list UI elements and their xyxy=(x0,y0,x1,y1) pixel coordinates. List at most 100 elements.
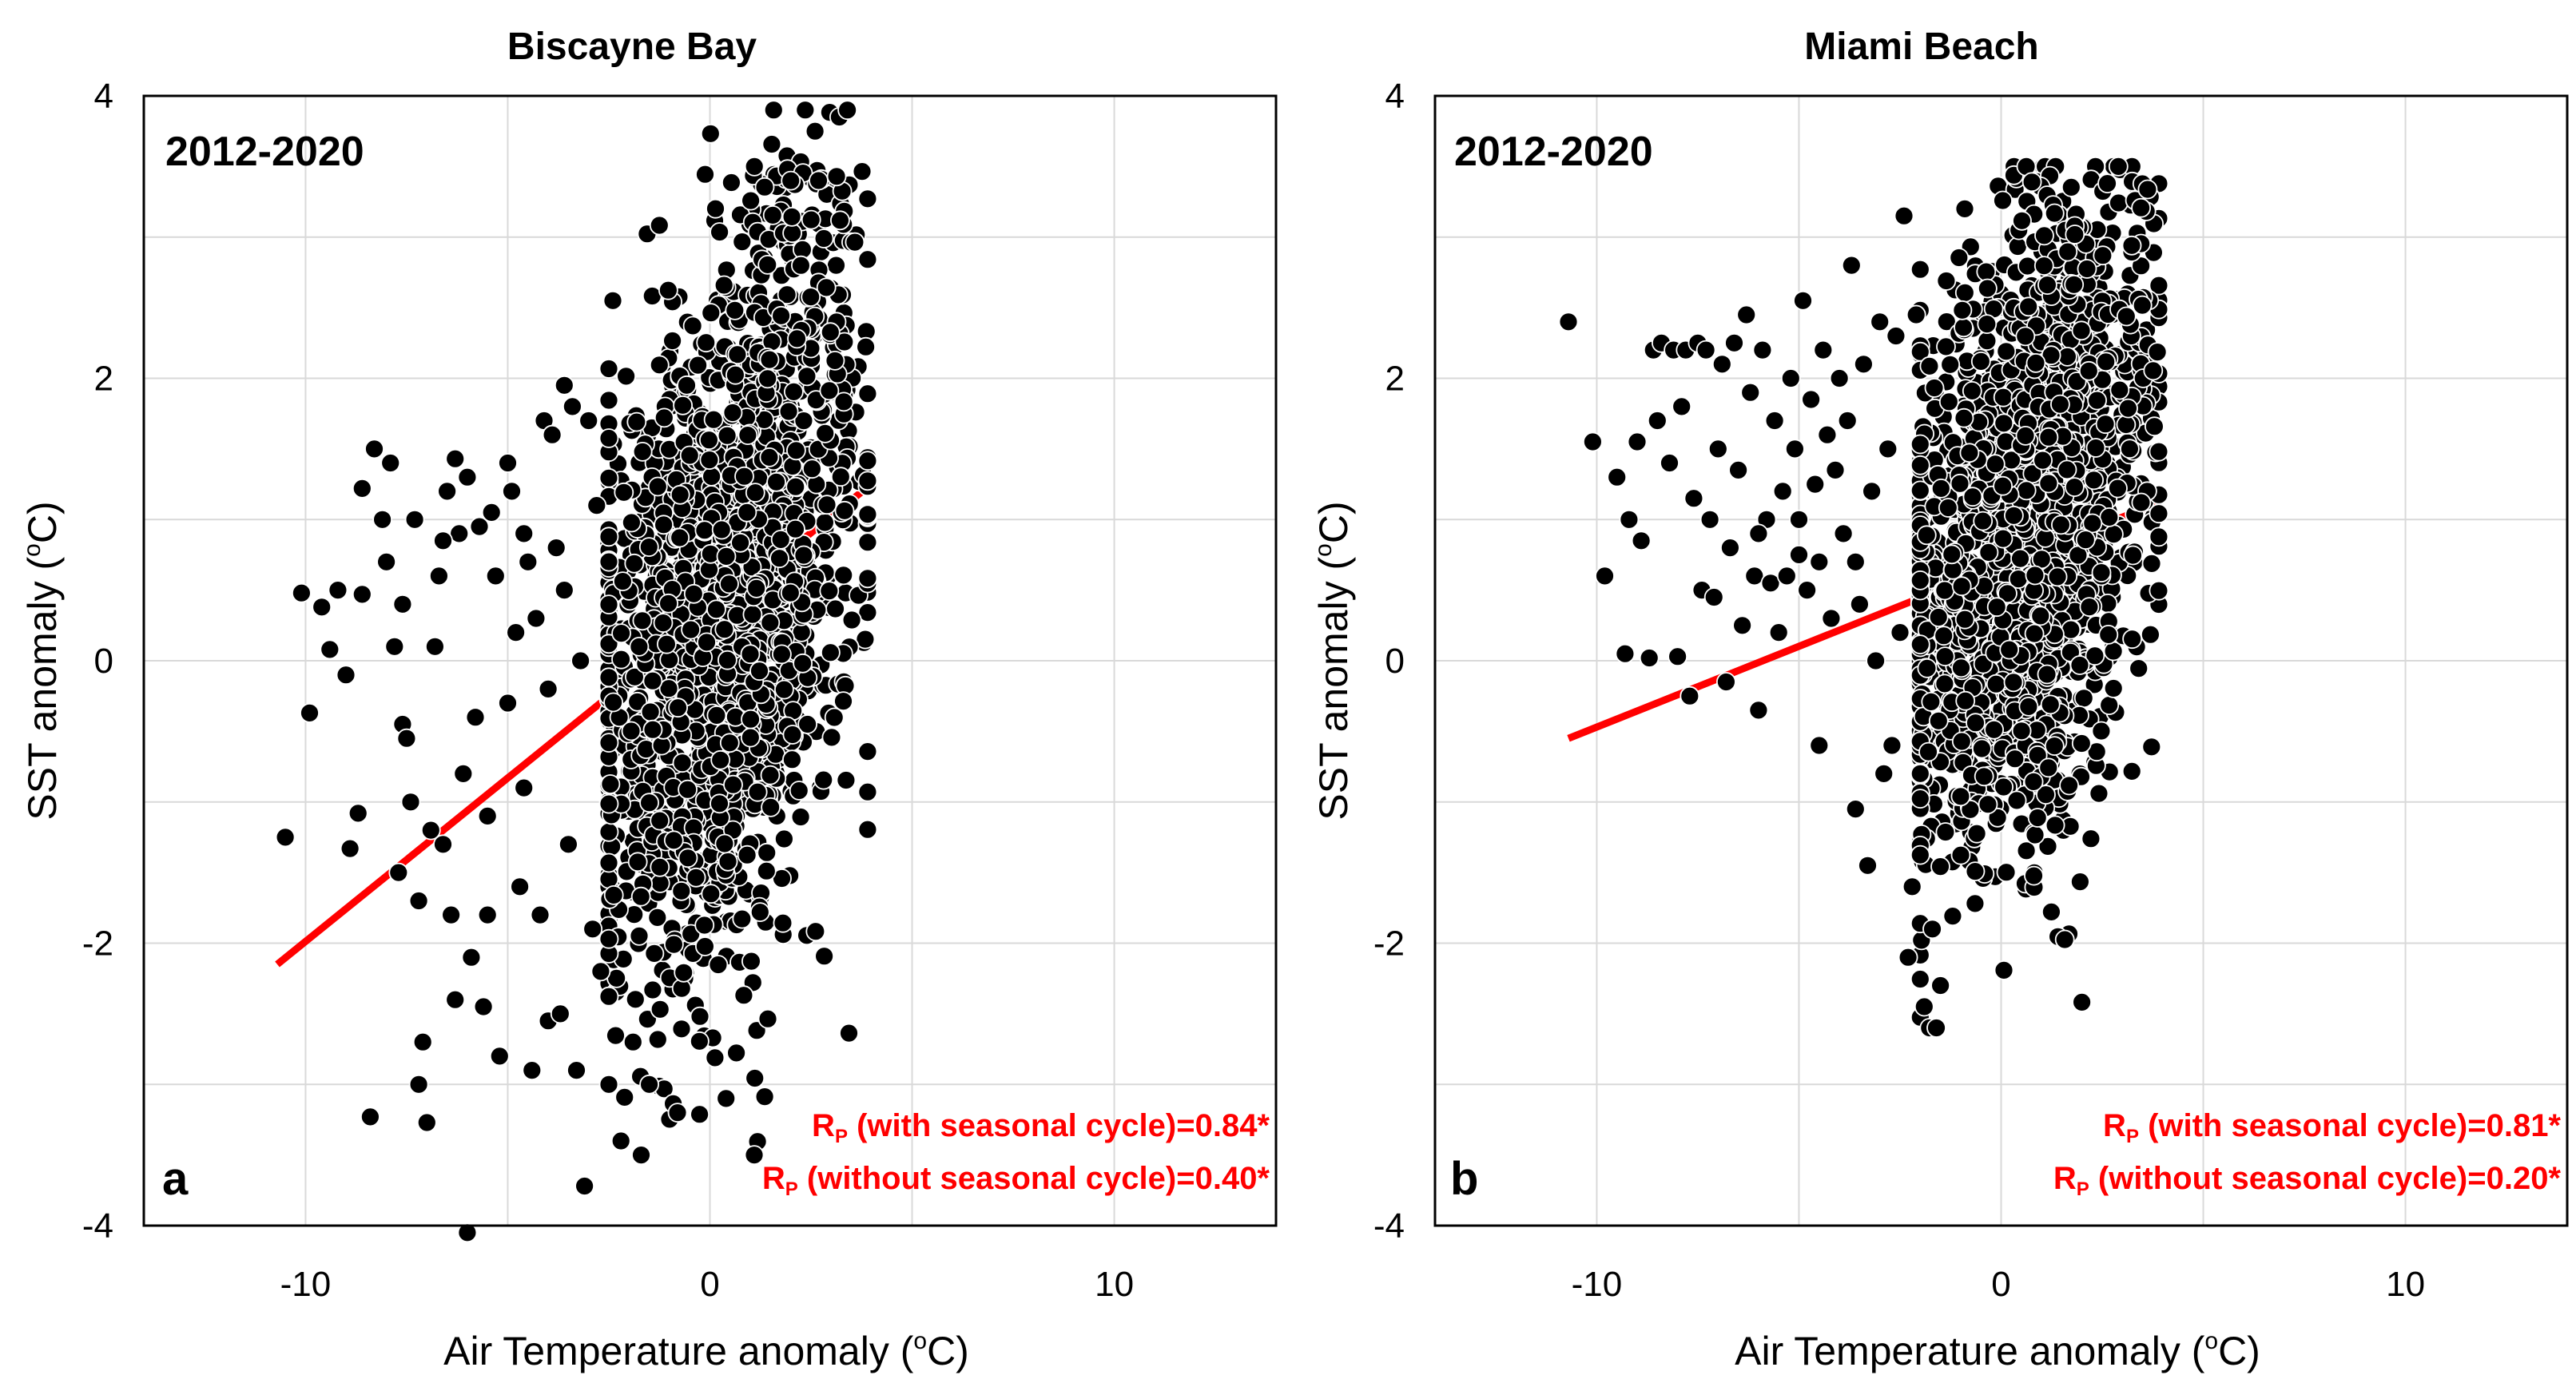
panel-a-point xyxy=(590,961,611,982)
panel-b-point xyxy=(1936,336,1956,357)
panel-b-point xyxy=(1950,845,1971,865)
panel-b-point xyxy=(1910,480,1930,501)
panel-a-point xyxy=(793,653,813,674)
panel-a-point xyxy=(663,830,684,851)
panel-a-title: Biscayne Bay xyxy=(507,26,757,68)
panel-a-point xyxy=(857,451,878,471)
panel-b-y-tick-label: -4 xyxy=(1373,1206,1405,1246)
panel-a-point xyxy=(570,650,590,671)
panel-b-point xyxy=(1970,351,1991,372)
panel-a-y-tick-label: 4 xyxy=(94,77,113,116)
panel-a-point xyxy=(857,532,878,553)
panel-a-point xyxy=(805,921,826,942)
panel-b-point xyxy=(2064,477,2085,497)
panel-a-point xyxy=(726,1043,746,1063)
panel-a-stat2-sub: P xyxy=(785,1178,798,1200)
panel-b-point xyxy=(2025,825,2045,845)
panel-a-point xyxy=(657,634,677,654)
panel-a-point xyxy=(425,636,445,657)
panel-a-point xyxy=(473,996,494,1017)
panel-b-point xyxy=(2057,241,2078,262)
panel-a-point xyxy=(754,1087,775,1107)
panel-a-point xyxy=(770,530,791,550)
panel-b-point xyxy=(2018,296,2039,317)
panel-a-point xyxy=(647,1029,668,1050)
panel-b-x-axis-label-end: C) xyxy=(2218,1329,2260,1373)
panel-a-point xyxy=(598,467,619,488)
panel-b-point xyxy=(2072,992,2093,1012)
panel-a-point xyxy=(658,280,678,300)
panel-b-point xyxy=(2073,688,2094,709)
panel-a-point xyxy=(749,902,770,922)
panel-a-point xyxy=(774,679,794,700)
panel-a-point xyxy=(550,1004,570,1024)
panel-a-letter: a xyxy=(162,1153,189,1205)
panel-b-point xyxy=(2057,459,2077,480)
panel-b-point xyxy=(1894,205,1914,226)
panel-b-point xyxy=(1660,453,1680,473)
panel-a-point xyxy=(538,679,559,699)
panel-b-points xyxy=(1558,156,2169,1038)
panel-a-point xyxy=(465,707,486,728)
panel-b-point xyxy=(1890,622,1910,642)
panel-b-point xyxy=(1930,479,1951,499)
panel-a-point xyxy=(348,803,368,824)
panel-a-point xyxy=(518,551,539,572)
panel-b-point xyxy=(2079,597,2100,617)
panel-a-point xyxy=(598,359,619,379)
panel-a-point xyxy=(670,484,690,505)
panel-b-point xyxy=(1776,566,1797,586)
panel-a-point xyxy=(502,481,522,502)
panel-a-point xyxy=(416,1112,437,1133)
panel-a-point xyxy=(695,164,715,185)
panel-b-point xyxy=(2024,623,2045,644)
panel-a-point xyxy=(722,403,743,423)
panel-b-point xyxy=(1902,876,1922,897)
panel-a-point xyxy=(857,189,878,209)
panel-b-stat2-r: R xyxy=(2053,1161,2077,1196)
panel-a-point xyxy=(650,999,670,1019)
panel-a-point xyxy=(756,860,777,881)
panel-a-point xyxy=(624,553,645,574)
panel-b-point xyxy=(1959,443,1980,463)
panel-a-point xyxy=(701,303,722,324)
panel-a-point xyxy=(820,322,841,343)
panel-b-point xyxy=(2109,193,2129,213)
panel-a-point xyxy=(857,781,878,802)
panel-a-stat-without-seasonal: RP (without seasonal cycle)=0.40* xyxy=(762,1161,1270,1200)
panel-a-point xyxy=(320,639,340,660)
panel-b-point xyxy=(1965,893,1986,914)
panel-b-point xyxy=(2098,625,2119,645)
panel-a-point xyxy=(710,749,731,770)
panel-a-point xyxy=(732,908,753,929)
panel-b-letter: b xyxy=(1450,1153,1478,1205)
panel-a-point xyxy=(372,509,393,530)
panel-b-point xyxy=(1910,434,1930,455)
panel-a-point xyxy=(781,170,801,191)
panel-b-x-axis-label-unit: o xyxy=(2204,1328,2218,1354)
panel-b-point xyxy=(1938,391,1959,412)
panel-a-point xyxy=(582,919,603,940)
panel-a-point xyxy=(815,423,836,443)
panel-b-y-axis-label: SST anomaly (oC) xyxy=(1310,501,1356,820)
panel-b-point xyxy=(1935,822,1956,842)
panel-b-y-axis-label-text: SST anomaly ( xyxy=(1311,556,1356,820)
panel-a-point xyxy=(749,661,769,682)
panel-a-stat-with-seasonal: RP (with seasonal cycle)=0.84* xyxy=(812,1108,1270,1147)
panel-b-point xyxy=(1615,643,1636,664)
panel-b-point xyxy=(1993,190,2013,211)
panel-b-point xyxy=(2041,902,2061,922)
panel-b-point xyxy=(1942,906,1963,926)
panel-a-point xyxy=(275,827,296,848)
panel-b-point xyxy=(2137,179,2158,200)
panel-b-point xyxy=(2040,694,2061,715)
panel-a-y-tick-label: -2 xyxy=(82,924,113,964)
panel-b-point xyxy=(1952,300,1973,320)
panel-a-point xyxy=(706,705,727,725)
panel-b-point xyxy=(1985,454,2006,475)
panel-a-point xyxy=(627,852,648,872)
panel-b-point xyxy=(1934,626,1954,646)
panel-b-stat-without-seasonal: RP (without seasonal cycle)=0.20* xyxy=(2053,1161,2562,1200)
panel-b-y-tick-label: 4 xyxy=(1385,77,1405,116)
panel-a-point xyxy=(793,545,814,566)
